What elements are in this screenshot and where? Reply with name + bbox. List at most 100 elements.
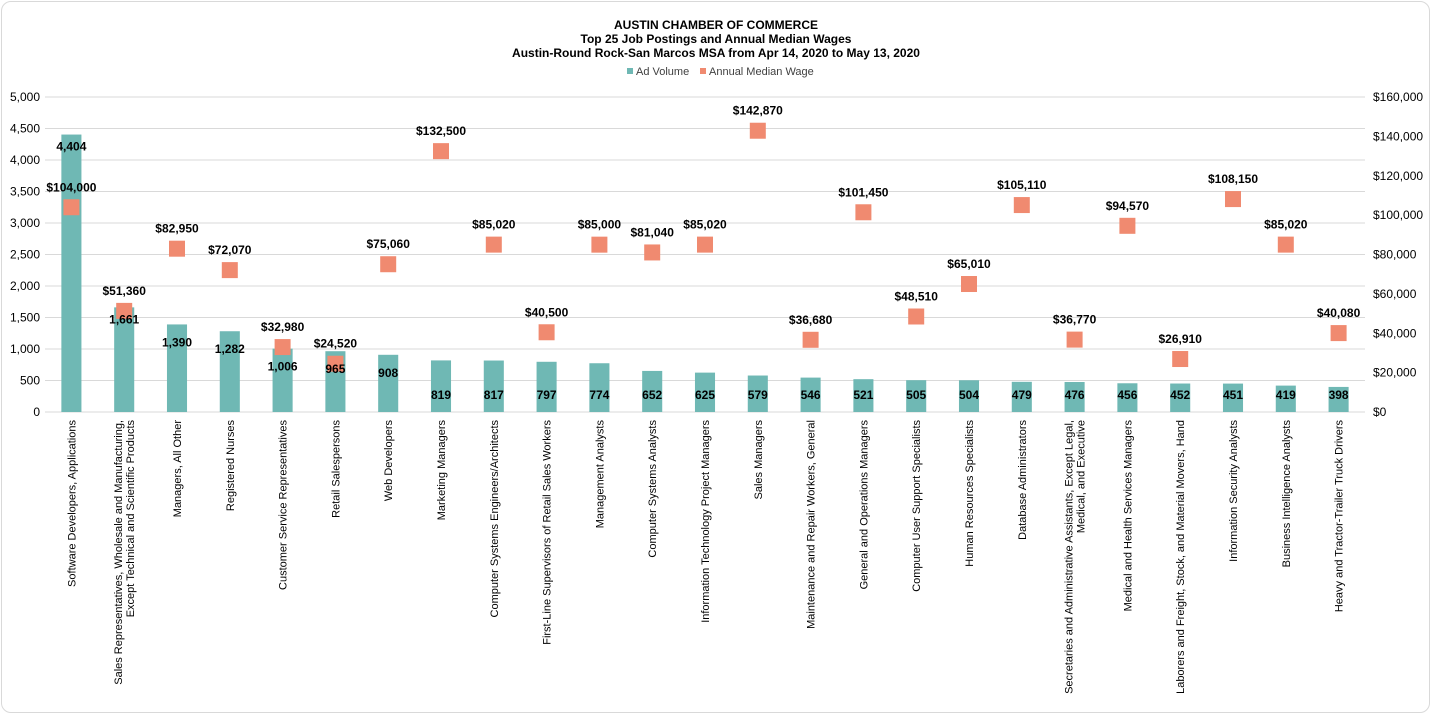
ad-volume-data-label: 652 [642, 388, 662, 402]
legend-label-annual-median-wage: Annual Median Wage [709, 66, 814, 78]
ad-volume-bar [747, 375, 768, 412]
right-axis-tick-label: $80,000 [1373, 248, 1417, 262]
wage-marker [327, 355, 344, 372]
category-label: Maintenance and Repair Workers, General [806, 420, 818, 629]
legend-swatch-ad-volume [627, 68, 633, 74]
ad-volume-data-label: 819 [431, 388, 451, 402]
category-axis-labels: Software Developers, Applications Sales R… [66, 420, 1345, 694]
ad-volume-bar [958, 380, 980, 412]
wage-marker [802, 331, 819, 348]
wage-data-label: $85,000 [578, 218, 622, 232]
wage-marker [63, 199, 80, 216]
category-label: Sales Managers [753, 420, 765, 500]
left-y-axis: 0 500 1,000 1,500 2,000 2,500 3,000 3,500 4,000 4… [10, 90, 40, 419]
ad-volume-bar [219, 331, 240, 412]
wage-data-label: $75,060 [367, 237, 411, 251]
ad-volume-bar [853, 379, 874, 412]
chart-subtitle-2: Austin-Round Rock-San Marcos MSA from Ap… [512, 46, 920, 60]
ad-volume-bar [430, 360, 452, 412]
left-axis-tick-label: 0 [33, 405, 40, 419]
ad-volume-bar [1170, 383, 1191, 412]
category-label-line: Heavy and Tractor-Trailer Truck Drivers [1334, 420, 1346, 613]
ad-volume-bar [1222, 383, 1244, 412]
wage-data-label: $105,110 [997, 178, 1047, 192]
ad-volume-data-labels: 4,404 1,661 1,390 1,282 1,006 965 908 819 817 797… [56, 140, 1349, 402]
ad-volume-data-label: 476 [1065, 388, 1085, 402]
category-label-line: Computer User Support Specialists [911, 420, 923, 592]
left-axis-tick-label: 2,000 [10, 279, 40, 293]
category-label: Marketing Managers [436, 420, 448, 521]
wage-marker [749, 122, 766, 139]
ad-volume-data-label: 908 [378, 366, 398, 380]
right-axis-tick-label: $100,000 [1373, 208, 1423, 222]
wage-data-label: $108,150 [1208, 172, 1258, 186]
category-label: Web Developers [383, 420, 395, 502]
wage-data-label: $36,680 [789, 313, 833, 327]
right-axis-tick-label: $120,000 [1373, 169, 1423, 183]
category-label-line: Except Technical and Scientific Products [125, 420, 137, 618]
chart-subtitle-1: Top 25 Job Postings and Annual Median Wa… [581, 32, 852, 46]
wage-marker [1330, 325, 1347, 342]
right-y-axis: $0 $20,000 $40,000 $60,000 $80,000 $100,000 $1… [1373, 90, 1423, 419]
category-label-line: Medical, and Executive [1076, 420, 1088, 533]
ad-volume-bar [1011, 381, 1032, 412]
left-axis-tick-label: 1,500 [10, 311, 40, 325]
right-axis-tick-label: $160,000 [1373, 90, 1423, 104]
wage-marker [274, 339, 291, 356]
right-axis-tick-label: $40,000 [1373, 326, 1417, 340]
wage-data-label: $82,950 [155, 222, 199, 236]
ad-volume-data-label: 797 [537, 388, 557, 402]
category-label: Retail Salespersons [330, 420, 342, 518]
left-axis-tick-label: 1,000 [10, 342, 40, 356]
ad-volume-bar [1328, 386, 1349, 412]
wage-data-label: $40,500 [525, 305, 569, 319]
category-label-line: Managers, All Other [172, 420, 184, 518]
wage-marker [433, 143, 449, 160]
category-label-line: Maintenance and Repair Workers, General [806, 420, 818, 629]
category-label-line: Retail Salespersons [330, 420, 342, 518]
wage-marker [644, 244, 661, 261]
ad-volume-bar [483, 360, 504, 412]
left-axis-tick-label: 5,000 [10, 90, 40, 104]
category-label-line: Registered Nurses [225, 420, 237, 512]
category-label-line: Software Developers, Applications [66, 420, 78, 587]
wage-data-label: $40,080 [1317, 306, 1361, 320]
ad-volume-data-label: 505 [906, 388, 926, 402]
ad-volume-data-label: 4,404 [56, 140, 86, 154]
category-label-line: Information Security Analysts [1228, 420, 1240, 562]
ad-volume-data-label: 419 [1276, 388, 1296, 402]
wage-marker [591, 236, 608, 253]
wage-marker [485, 236, 502, 253]
ad-volume-bar [166, 324, 188, 412]
wage-marker [538, 324, 555, 341]
gridlines [45, 96, 1365, 413]
category-label: Software Developers, Applications [66, 420, 78, 587]
category-label-line: Web Developers [383, 420, 395, 502]
left-axis-tick-label: 3,000 [10, 216, 40, 230]
ad-volume-data-label: 625 [695, 388, 715, 402]
wage-marker [380, 256, 397, 273]
ad-volume-data-label: 774 [589, 388, 609, 402]
category-label: Computer Systems Analysts [647, 420, 659, 558]
wage-data-label: $32,980 [261, 320, 305, 334]
category-label: General and Operations Managers [858, 420, 870, 590]
chart-title-group: AUSTIN CHAMBER OF COMMERCE Top 25 Job Po… [512, 18, 920, 60]
ad-volume-data-label: 452 [1170, 388, 1190, 402]
category-label-line: Customer Service Representatives [278, 420, 290, 590]
category-label-line: Medical and Health Services Managers [1122, 420, 1134, 612]
ad-volume-data-label: 456 [1117, 388, 1137, 402]
legend-label-ad-volume: Ad Volume [636, 66, 689, 78]
wage-marker [169, 240, 185, 257]
right-axis-tick-label: $0 [1373, 405, 1387, 419]
ad-volume-data-label: 1,006 [268, 360, 298, 374]
ad-volume-bar [114, 307, 135, 412]
category-label: Sales Representatives, Wholesale and Man… [113, 420, 137, 685]
wage-marker [1225, 191, 1241, 208]
ad-volume-data-label: 817 [484, 388, 504, 402]
wage-marker [908, 308, 925, 325]
category-label: Managers, All Other [172, 420, 184, 518]
wage-marker [1119, 217, 1136, 234]
category-label: Heavy and Tractor-Trailer Truck Drivers [1334, 420, 1346, 613]
category-label: First-Line Supervisors of Retail Sales W… [542, 420, 554, 645]
category-label-line: Information Technology Project Managers [700, 420, 712, 623]
